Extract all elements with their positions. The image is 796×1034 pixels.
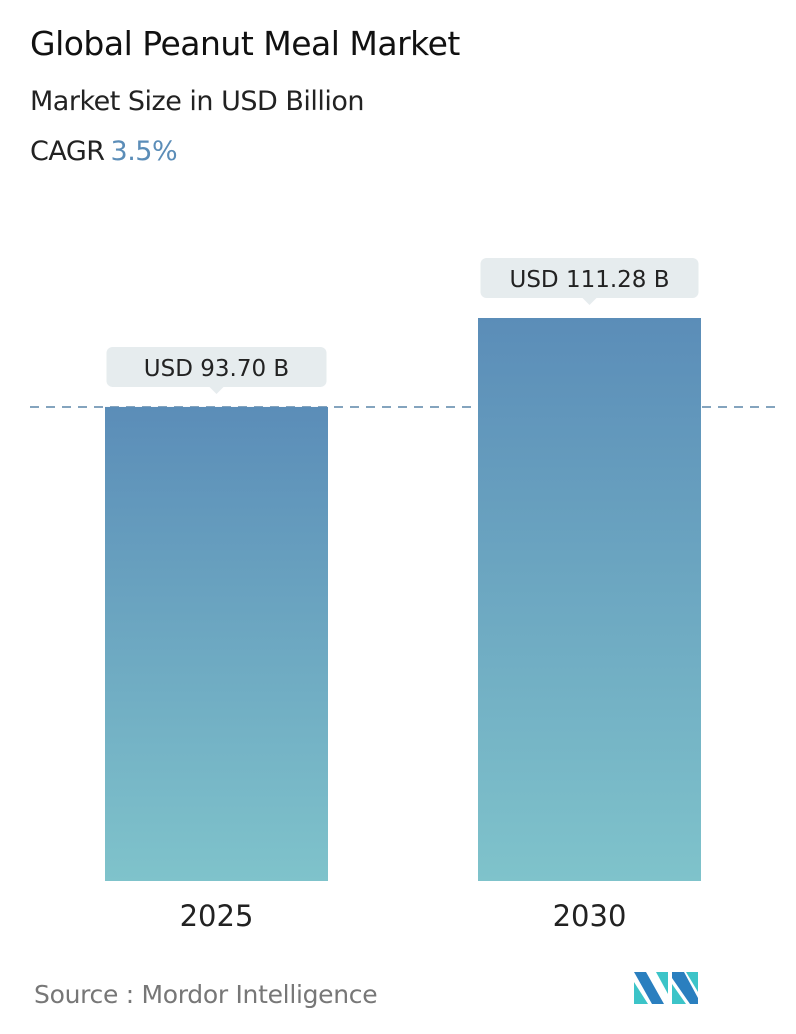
- cagr-label: CAGR: [30, 136, 105, 167]
- x-tick-label: 2030: [553, 899, 627, 933]
- mordor-intelligence-logo: [634, 972, 698, 1004]
- data-label-pointer: [582, 298, 597, 305]
- bar-2025: [105, 406, 328, 881]
- data-label: USD 111.28 B: [509, 267, 669, 293]
- data-label: USD 93.70 B: [144, 356, 289, 382]
- bar-chart: USD 93.70 B 2025 USD 111.28 B 2030: [30, 258, 782, 933]
- source-text: Source : Mordor Intelligence: [34, 980, 378, 1009]
- cagr-value: 3.5%: [110, 136, 178, 167]
- cagr: CAGR 3.5%: [30, 136, 178, 167]
- bar-2030: [478, 318, 701, 881]
- data-label-pointer: [209, 386, 224, 394]
- data-label-box: [480, 258, 699, 298]
- data-label-box: [106, 346, 327, 387]
- chart-subtitle: Market Size in USD Billion: [30, 86, 365, 117]
- x-tick-label: 2025: [180, 899, 254, 933]
- chart-title: Global Peanut Meal Market: [30, 24, 460, 63]
